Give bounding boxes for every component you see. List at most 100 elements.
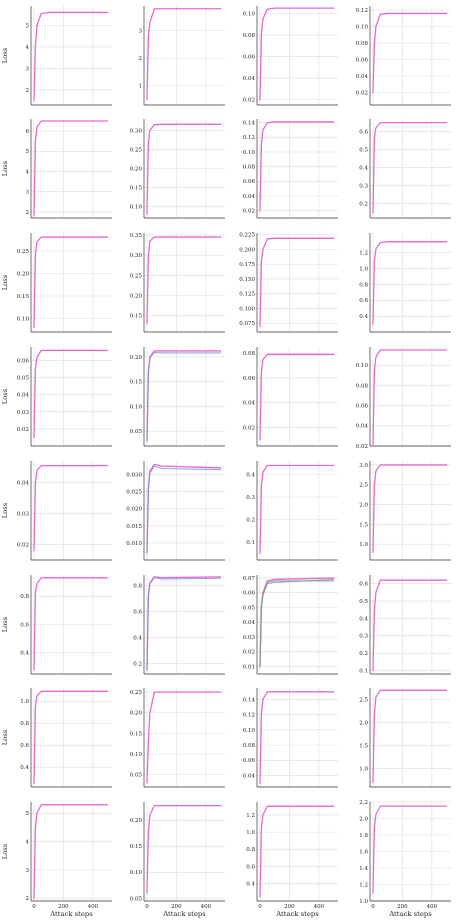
panel-7-4-y-tick-label: 1.0 (359, 766, 368, 772)
panel-3-2-y-tick-label: 0.20 (130, 294, 143, 300)
panel-4-3-y-tick-label: 0.04 (243, 401, 256, 407)
panel-2-3-y-tick-label: 0.12 (243, 135, 255, 141)
panel-3-4-y-tick-label: 0.4 (359, 314, 368, 320)
panel-1-2-y-tick-label: 2 (139, 56, 143, 62)
panel-5-2-y-tick-label: 0.030 (126, 473, 142, 479)
panel-6-1-series-line (33, 577, 109, 671)
panel-8-2-y-tick-label: 0.15 (130, 844, 143, 850)
panel-2-3-series-line (259, 121, 335, 212)
panel-5-1-y-tick-label: 0.04 (17, 481, 30, 487)
panel-4-4-series-line (372, 349, 448, 447)
panel-4-2-y-tick-label: 0.15 (130, 380, 143, 386)
panel-8-3-y-tick-label: 0.6 (246, 864, 255, 870)
panel-3-2-series-line (146, 236, 222, 325)
panel-8-3-x-tick-label: 200 (284, 904, 295, 910)
panel-6-4-y-tick-label: 0.1 (359, 668, 368, 674)
panel-5-4-y-tick-label: 1.5 (359, 522, 368, 528)
panel-7-4-series-line (372, 689, 448, 784)
panel-3-3-y-tick-label: 0.125 (239, 292, 255, 298)
panel-3-1-y-axis-label: Loss (1, 274, 9, 290)
panel-7-4-y-tick-label: 2.0 (359, 720, 368, 726)
panel-7-3-y-tick-label: 0.04 (243, 773, 256, 779)
panel-8-1-x-axis-label: Attack steps (49, 910, 93, 918)
panel-5-4-y-tick-label: 2.0 (359, 502, 368, 508)
panel-4-2-y-tick-label: 0.05 (130, 429, 143, 435)
panel-2-3-y-tick-label: 0.08 (243, 165, 256, 171)
panel-1-4-series-line (372, 12, 448, 94)
panel-2-4-y-tick-label: 0.2 (359, 202, 368, 208)
panel-7-3-y-tick-label: 0.06 (243, 758, 256, 764)
panel-4-1-y-tick-label: 0.04 (17, 393, 30, 399)
panel-4-3-y-tick-label: 0.06 (243, 376, 256, 382)
panel-3-1-series-line (33, 236, 109, 329)
panel-4-1-y-tick-label: 0.06 (17, 359, 30, 365)
panel-7-1-y-tick-label: 0.4 (20, 765, 29, 771)
panel-6-4-y-tick-label: 0.2 (359, 651, 368, 657)
panel-3-2-y-tick-label: 0.25 (130, 273, 143, 279)
panel-8-3-y-tick-label: 1.0 (246, 830, 255, 836)
panel-1-1-y-tick-label: 5 (26, 23, 30, 29)
panel-4-3-y-tick-label: 0.08 (243, 351, 256, 357)
panel-5-1-y-tick-label: 0.02 (17, 542, 29, 548)
panel-6-2-y-tick-label: 0.2 (133, 661, 142, 667)
panel-1-3-y-tick-label: 0.10 (243, 11, 256, 17)
panel-6-3-y-tick-label: 0.03 (243, 635, 256, 641)
panel-8-3-x-tick-label: 400 (314, 904, 325, 910)
panel-8-1-y-tick-label: 2 (26, 896, 30, 902)
panel-8-4-x-tick-label: 400 (427, 904, 438, 910)
panel-3-1-y-tick-label: 0.15 (17, 294, 30, 300)
panel-3-4-y-tick-label: 1.2 (359, 251, 368, 257)
panel-2-3-y-tick-label: 0.10 (243, 150, 256, 156)
panel-8-1-y-tick-label: 4 (26, 840, 30, 846)
panel-3-3-y-tick-label: 0.200 (239, 247, 255, 253)
panel-6-1-y-tick-label: 0.4 (20, 651, 29, 657)
panel-8-3-y-tick-label: 0.8 (246, 847, 255, 853)
panel-6-4-y-tick-label: 0.3 (359, 634, 368, 640)
panel-5-3-y-tick-label: 0.3 (246, 495, 255, 501)
panel-2-3-y-tick-label: 0.04 (243, 194, 256, 200)
panel-7-1-y-tick-label: 0.8 (20, 721, 29, 727)
panel-1-1-y-tick-label: 4 (26, 45, 30, 51)
panel-3-3-y-tick-label: 0.175 (239, 262, 255, 268)
panel-4-1-y-tick-label: 0.02 (17, 427, 29, 433)
panel-4-2-series-line (146, 350, 222, 442)
panel-2-2-y-tick-label: 0.25 (130, 147, 143, 153)
panel-5-1-series-line (33, 464, 109, 552)
panel-2-1-y-axis-label: Loss (1, 160, 9, 176)
panel-3-2-y-tick-label: 0.35 (130, 233, 143, 239)
panel-5-1-y-tick-label: 0.03 (17, 511, 30, 517)
panel-8-4-y-tick-label: 1.8 (359, 833, 368, 839)
panel-2-3-y-tick-label: 0.02 (243, 209, 255, 215)
panel-6-2-y-tick-label: 0.4 (133, 635, 142, 641)
panel-6-3-series-line (259, 580, 335, 668)
panel-2-4-y-tick-label: 0.5 (359, 148, 368, 154)
panel-8-3-x-axis-label: Attack steps (275, 910, 319, 918)
panel-2-4-y-tick-label: 0.6 (359, 130, 368, 136)
panel-5-3-series-line (259, 464, 335, 554)
panel-6-3-y-tick-label: 0.04 (243, 620, 256, 626)
panel-3-1-y-tick-label: 0.10 (17, 316, 30, 322)
panel-5-3-y-tick-label: 0.1 (246, 540, 255, 546)
panel-3-4-y-tick-label: 0.8 (359, 282, 368, 288)
panel-6-3-y-tick-label: 0.02 (243, 650, 255, 656)
panel-6-3-series-line (259, 578, 335, 668)
panel-6-3-y-tick-label: 0.07 (243, 576, 256, 582)
panel-6-4-y-tick-label: 0.5 (359, 599, 368, 605)
panel-8-2-series-line (146, 805, 222, 894)
panel-7-2-y-tick-label: 0.25 (130, 690, 143, 696)
panel-1-4-y-tick-label: 0.04 (356, 74, 369, 80)
panel-2-1-y-tick-label: 6 (26, 129, 30, 135)
panel-2-2-y-tick-label: 0.30 (130, 128, 143, 134)
panel-3-2-y-tick-label: 0.15 (130, 314, 143, 320)
panel-6-4-y-tick-label: 0.6 (359, 582, 368, 588)
panel-8-1-x-tick-label: 200 (58, 904, 69, 910)
panel-5-4-y-tick-label: 1.0 (359, 542, 368, 548)
panel-4-1-y-tick-label: 0.03 (17, 410, 30, 416)
panel-6-2-y-tick-label: 0.8 (133, 583, 142, 589)
panel-1-2-y-tick-label: 3 (139, 29, 143, 35)
panel-7-1-series-line (33, 690, 109, 785)
panel-8-4-y-tick-label: 1.0 (359, 899, 368, 905)
panel-5-3-y-tick-label: 0.2 (246, 517, 255, 523)
panel-8-2-y-tick-label: 0.05 (130, 896, 143, 902)
panel-5-3-y-tick-label: 0.4 (246, 472, 255, 478)
